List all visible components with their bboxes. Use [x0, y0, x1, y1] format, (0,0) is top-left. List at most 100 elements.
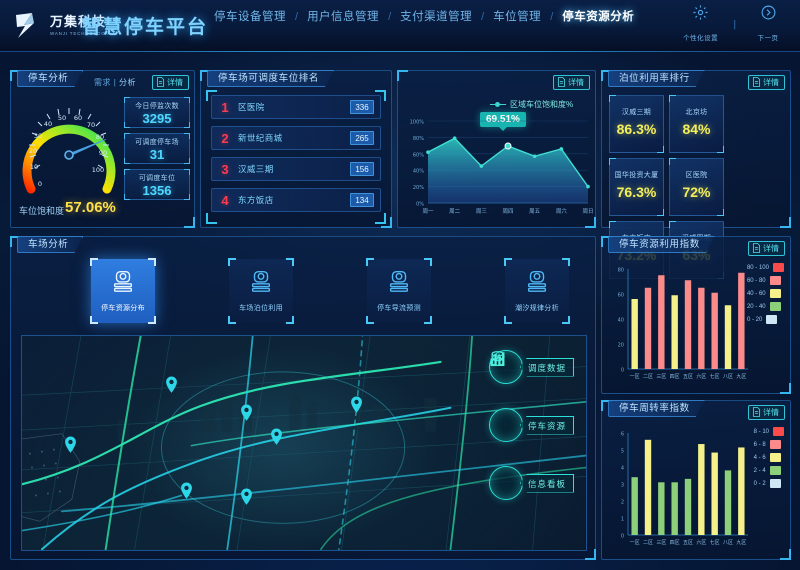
detail-button[interactable]: 详情 — [748, 75, 785, 90]
rank-value: 336 — [350, 100, 374, 114]
map-pin[interactable] — [240, 488, 253, 506]
bar-chart-2: 0 1 2 3 4 5 6 一区 二区 三区 四区 五区 六区 七区 八区 九区 — [604, 423, 752, 555]
tab-lot-berth-utilization[interactable]: 车场泊位利用 — [228, 258, 294, 324]
parking-analysis-panel: 停车分析 需求 | 分析 详情 — [10, 70, 195, 228]
parking-resource-button[interactable]: 停车资源 — [488, 351, 574, 442]
parking-meter-icon — [367, 268, 431, 299]
legend-label: 60 - 80 — [746, 277, 766, 284]
tab-parking-resource-distribution[interactable]: 停车资源分布 — [90, 258, 156, 324]
saturation-gauge: 0 10 20 30 40 50 60 70 80 90 100 — [17, 93, 121, 203]
svg-text:40: 40 — [618, 318, 624, 324]
svg-text:六区: 六区 — [696, 539, 706, 546]
table-row[interactable]: 3 汉威三期 156 — [211, 157, 381, 181]
legend-item-3: 2 - 4 — [754, 466, 784, 475]
svg-text:三区: 三区 — [656, 540, 666, 546]
city-map[interactable]: 调度数据 停车资源 信息看板 — [21, 335, 587, 551]
document-icon — [752, 406, 761, 419]
detail-label: 详情 — [763, 408, 779, 417]
detail-button[interactable]: 详情 — [748, 405, 785, 420]
map-pin[interactable] — [350, 396, 363, 414]
next-page-button[interactable]: 下一页 — [744, 4, 792, 45]
nav-item-2[interactable]: 支付渠道管理 — [400, 11, 473, 23]
detail-button[interactable]: 详情 — [152, 75, 189, 90]
app-header: 万集科技 WANJI TECHNOLOGY 智慧停车平台 停车设备管理 / 用户… — [0, 0, 800, 52]
document-icon — [752, 76, 761, 89]
legend-marker-icon — [490, 102, 506, 106]
stat-value: 1356 — [142, 183, 172, 198]
chart-tooltip: 69.51% — [480, 112, 526, 131]
nav-item-0[interactable]: 停车设备管理 — [214, 11, 286, 23]
svg-text:0%: 0% — [416, 202, 424, 208]
nav-item-3[interactable]: 车位管理 — [493, 11, 542, 23]
legend-swatch — [769, 302, 781, 311]
map-pin[interactable] — [180, 482, 193, 500]
table-row[interactable]: 2 新世纪商城 265 — [211, 126, 381, 150]
svg-text:50: 50 — [58, 114, 66, 122]
svg-text:100: 100 — [92, 166, 104, 174]
legend-item-1: 6 - 8 — [754, 440, 784, 449]
legend-label: 6 - 8 — [753, 441, 766, 448]
map-button-label: 停车资源 — [519, 415, 574, 435]
svg-text:周一: 周一 — [422, 208, 434, 215]
tab-parking-diversion-forecast[interactable]: 停车导流预测 — [366, 258, 432, 324]
table-row[interactable]: 1 区医院 336 — [211, 95, 381, 119]
svg-text:九区: 九区 — [736, 373, 746, 380]
legend-item-4: 0 - 20 — [747, 315, 784, 324]
card-name: 国华投资大厦 — [614, 172, 659, 179]
turnover-rate-index-panel: 停车周转率指数 详情 0 1 2 3 4 5 6 一区 二区 三区 四区 五区 六区 七区 八区 九区 8 -… — [601, 400, 791, 560]
bar-chart-1: 0 20 40 60 80 一区 二区 三区 四区 五区 六区 七区 八区 九区 — [604, 259, 752, 391]
demand-analysis-toggle[interactable]: 需求 | 分析 — [94, 77, 136, 88]
svg-text:九区: 九区 — [736, 539, 746, 546]
legend-swatch — [773, 427, 784, 436]
toggle-analysis[interactable]: 分析 — [119, 78, 136, 87]
detail-label: 详情 — [763, 244, 779, 253]
svg-text:5: 5 — [621, 449, 624, 455]
header-actions: 个性化设置 \ 下一页 — [677, 4, 792, 45]
table-row[interactable]: 4 东方饭店 134 — [211, 188, 381, 212]
detail-button[interactable]: 详情 — [748, 241, 785, 256]
utilization-card-2[interactable]: 国华投资大厦 76.3% — [609, 158, 664, 216]
svg-text:七区: 七区 — [710, 373, 720, 380]
dispatchable-rank-panel: 停车场可调度车位排名 1 区医院 336 2 新世纪商城 265 3 汉威三期 … — [200, 70, 392, 228]
main-nav: 停车设备管理 / 用户信息管理 / 支付渠道管理 / 车位管理 / 停车资源分析 — [205, 0, 643, 34]
legend-swatch — [769, 440, 781, 449]
settings-button[interactable]: 个性化设置 — [677, 4, 725, 45]
svg-text:周二: 周二 — [449, 208, 461, 215]
tab-label: 停车导流预测 — [377, 305, 421, 312]
parking-meter-icon — [505, 268, 569, 299]
map-pin[interactable] — [240, 404, 253, 422]
svg-text:四区: 四区 — [670, 540, 680, 546]
gauge-label: 车位饱和度 — [19, 206, 65, 216]
map-pin[interactable] — [64, 436, 77, 454]
info-board-button[interactable]: 信息看板 — [488, 353, 574, 500]
legend-item-0: 8 - 10 — [754, 427, 784, 436]
map-pin[interactable] — [165, 376, 178, 394]
svg-text:八区: 八区 — [723, 540, 733, 546]
nav-separator: / — [388, 11, 392, 23]
detail-label: 详情 — [167, 78, 183, 87]
utilization-card-3[interactable]: 区医院 72% — [669, 158, 724, 216]
svg-text:六区: 六区 — [696, 373, 706, 380]
nav-item-1[interactable]: 用户信息管理 — [307, 11, 380, 23]
rank-value: 134 — [350, 193, 374, 207]
rank-name: 区医院 — [238, 102, 265, 112]
card-name: 汉威三期 — [621, 109, 652, 116]
utilization-card-1[interactable]: 北京坊 84% — [669, 95, 724, 153]
map-action-buttons: 调度数据 停车资源 信息看板 — [488, 350, 574, 500]
svg-text:20: 20 — [29, 147, 37, 155]
toggle-demand[interactable]: 需求 — [93, 78, 111, 87]
tab-tidal-pattern-analysis[interactable]: 潮汐规律分析 — [504, 258, 570, 324]
svg-text:100%: 100% — [410, 120, 425, 126]
card-percent: 76.3% — [616, 184, 657, 200]
stat-list: 今日停监次数 3295 可调度停车场 31 可调度车位 1356 — [124, 97, 190, 205]
regional-saturation-panel: 详情 区域车位饱和度% 69.51% 0% 20% 40% 60% 80% 100% 周一 周… — [397, 70, 596, 228]
map-pin[interactable] — [270, 428, 283, 446]
nav-item-4[interactable]: 停车资源分析 — [562, 11, 635, 23]
legend-swatch — [769, 479, 781, 488]
legend-item-1: 60 - 80 — [747, 276, 784, 285]
utilization-card-0[interactable]: 汉威三期 86.3% — [609, 95, 664, 153]
svg-text:60: 60 — [74, 114, 82, 122]
panel-title: 停车周转率指数 — [608, 400, 705, 417]
card-name: 区医院 — [685, 172, 708, 179]
detail-button[interactable]: 详情 — [553, 75, 590, 90]
